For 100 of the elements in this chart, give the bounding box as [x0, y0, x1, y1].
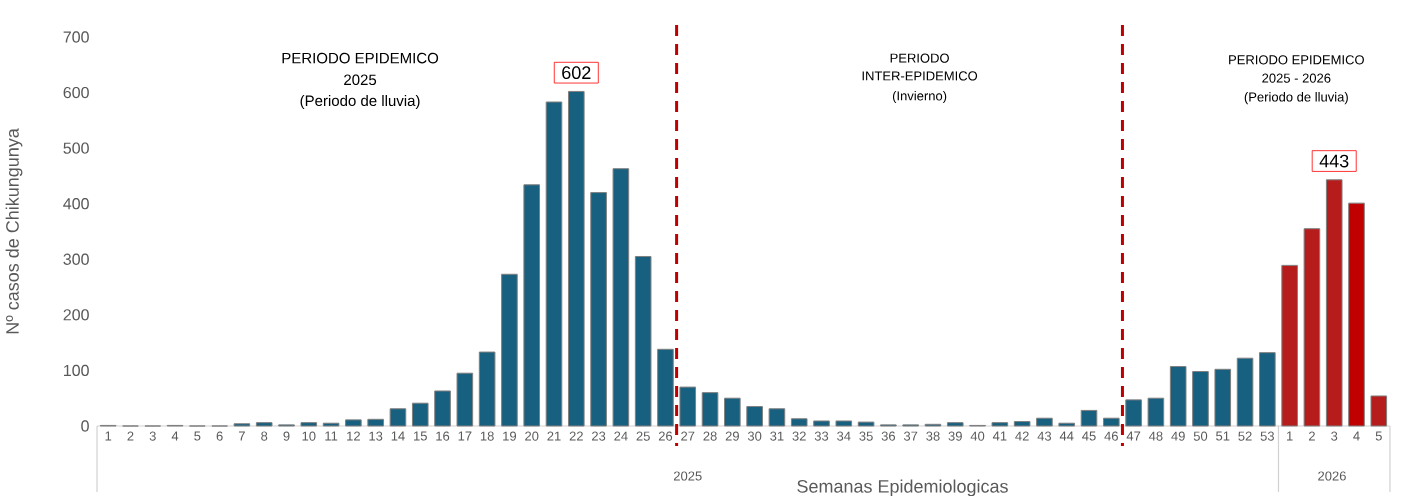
x-tick-label: 52: [1238, 431, 1252, 441]
bar: [612, 168, 630, 427]
x-tick-label: 53: [1260, 431, 1274, 441]
annotation: (Invierno): [892, 90, 947, 104]
x-tick-label: 9: [283, 431, 290, 441]
annotation: PERIODO EPIDEMICO: [282, 52, 439, 64]
x-tick-label: 24: [614, 431, 628, 441]
x-tick-label: 16: [436, 431, 450, 441]
bar: [322, 422, 340, 427]
bar: [523, 184, 541, 427]
bar: [1281, 264, 1298, 427]
bar: [1036, 417, 1053, 427]
y-tick-label: 200: [63, 309, 89, 321]
x-tick-label: 20: [525, 431, 539, 441]
annotation: PERIODO EPIDEMICO: [1229, 55, 1364, 65]
x-tick-label: 43: [1037, 431, 1052, 441]
bar: [1169, 366, 1187, 427]
x-tick-label: 44: [1059, 431, 1074, 441]
x-tick-label: 13: [369, 431, 383, 441]
x-tick-label: 12: [347, 431, 360, 441]
x-tick-label: 30: [747, 431, 762, 441]
x-tick-label: 11: [325, 431, 338, 441]
bar: [790, 418, 808, 427]
annotation: INTER-EPIDEMICO: [862, 71, 978, 81]
y-axis-title: Nº casos de Chikungunya: [5, 128, 23, 334]
bar: [991, 422, 1009, 427]
x-tick-label: 25: [636, 431, 650, 441]
x-tick-label: 26: [658, 431, 673, 441]
bar: [255, 422, 273, 427]
data-label: 443: [1319, 154, 1349, 168]
x-tick-label: 37: [903, 431, 918, 441]
x-tick-label: 34: [837, 431, 851, 441]
x-axis-title: Semanas Epidemiologicas: [797, 479, 1008, 496]
x-tick-label: 35: [859, 431, 873, 441]
bar: [634, 256, 652, 427]
x-tick-label: 10: [302, 431, 316, 441]
x-tick-label: 41: [992, 431, 1007, 441]
x-tick-label: 21: [547, 431, 561, 441]
bar: [1058, 422, 1076, 427]
x-tick-label: 29: [725, 431, 739, 441]
bar: [1348, 202, 1365, 427]
bar: [456, 372, 474, 427]
x-tick-label: 2: [1308, 431, 1315, 441]
x-tick-label: 46: [1104, 431, 1118, 441]
bar: [857, 421, 875, 427]
x-tick-label: 3: [149, 431, 156, 441]
bar: [345, 419, 362, 427]
x-tick-label: 28: [703, 431, 717, 441]
x-tick-label: 39: [948, 431, 962, 441]
text: 2025: [673, 471, 702, 481]
bar: [434, 390, 451, 427]
y-tick-label: 600: [63, 86, 89, 99]
bar: [768, 408, 786, 427]
x-tick-label: 19: [503, 431, 517, 441]
x-tick-label: 7: [238, 431, 245, 441]
bar: [1192, 371, 1209, 427]
x-tick-label: 1: [1287, 431, 1293, 441]
bar: [1303, 228, 1321, 427]
bar: [567, 90, 585, 427]
x-tick-label: 14: [391, 431, 405, 441]
x-tick-label: 5: [1375, 431, 1382, 441]
bar: [835, 420, 853, 427]
y-tick-label: 0: [81, 420, 89, 432]
x-tick-label: 22: [569, 431, 583, 441]
x-tick-label: 36: [881, 431, 896, 441]
bar: [478, 351, 496, 427]
x-tick-label: 27: [681, 431, 695, 441]
bar: [300, 422, 318, 427]
y-tick-label: 500: [63, 142, 89, 154]
bar: [746, 406, 763, 427]
bar: [1147, 397, 1165, 427]
bar: [545, 101, 563, 427]
x-tick-label: 32: [792, 431, 806, 441]
annotation: (Periodo de lluvia): [1244, 92, 1348, 105]
x-tick-label: 40: [970, 431, 985, 441]
x-tick-label: 1: [105, 431, 112, 441]
text: 2026: [1318, 471, 1346, 481]
x-tick-label: 15: [414, 431, 427, 441]
bar: [1214, 368, 1232, 427]
annotation: 2025 - 2026: [1262, 73, 1331, 83]
x-tick-label: 45: [1082, 431, 1096, 441]
y-tick-label: 100: [64, 364, 89, 377]
x-tick-label: 23: [592, 431, 606, 441]
bar: [1103, 417, 1120, 427]
bar: [724, 397, 741, 427]
x-tick-label: 5: [194, 431, 201, 441]
x-tick-label: 4: [1353, 431, 1360, 441]
bar: [657, 348, 674, 427]
annotation: 2025: [344, 74, 377, 86]
x-tick-label: 8: [261, 431, 268, 441]
x-tick-label: 17: [458, 431, 472, 441]
x-tick-label: 50: [1193, 431, 1208, 441]
x-tick-label: 18: [480, 431, 494, 441]
x-tick-label: 33: [814, 431, 829, 441]
bar: [813, 420, 830, 427]
bar: [411, 402, 429, 427]
y-tick-label: 300: [63, 253, 89, 265]
bar: [590, 192, 607, 427]
bar: [1370, 395, 1388, 427]
x-tick-label: 47: [1126, 431, 1141, 441]
